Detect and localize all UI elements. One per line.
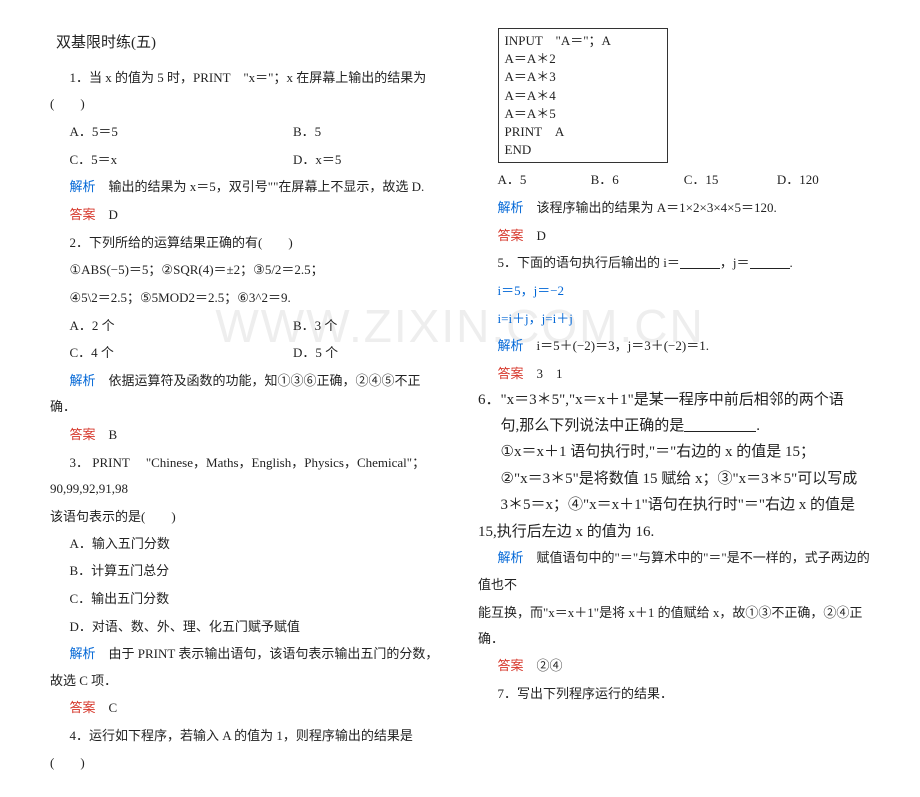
q1-stem: 1．当 x 的值为 5 时，PRINT "x＝"；x 在屏幕上输出的结果为( ) (50, 65, 442, 118)
answer-label: 答案 (498, 658, 524, 673)
q6-block: 6．"x＝3＊5","x＝x＋1"是某一程序中前后相邻的两个语 句,那么下列说法… (478, 388, 870, 545)
q2-opts-row2: C．4 个D．5 个 (50, 340, 442, 367)
q5-stem: 5．下面的语句执行后输出的 i＝ ，j＝. (478, 250, 870, 277)
q2-stem: 2．下列所给的运算结果正确的有( ) (50, 230, 442, 257)
q5-answer: 答案 3 1 (478, 361, 870, 388)
code-line: A＝A＊3 (505, 68, 661, 86)
explain-text: i＝5＋(−2)＝3，j＝3＋(−2)＝1. (524, 338, 709, 353)
opt: B．5 (293, 119, 321, 146)
q6-line4: ②"x＝3＊5"是将数值 15 赋给 x；③"x＝3＊5"可以写成 (478, 467, 870, 493)
page-title: 双基限时练(五) (50, 28, 442, 59)
q2-explain: 解析 依据运算符及函数的功能，知①③⑥正确，②④⑤不正确． (50, 368, 442, 421)
q5-text2: ，j＝ (720, 255, 750, 270)
q5-explain: 解析 i＝5＋(−2)＝3，j＝3＋(−2)＝1. (478, 333, 870, 360)
opt: B．6 (591, 167, 684, 194)
opt: A．5 (498, 167, 591, 194)
code-line: A＝A＊2 (505, 50, 661, 68)
q2-answer: 答案 B (50, 422, 442, 449)
opt: B．3 个 (293, 313, 337, 340)
q5-code2: i=i＋j，j=i＋j (478, 306, 870, 333)
q3-optB: B．计算五门总分 (50, 558, 442, 585)
q5-text3: . (790, 255, 793, 270)
explain-label: 解析 (70, 179, 96, 194)
explain-label: 解析 (498, 550, 524, 565)
left-column: 双基限时练(五) 1．当 x 的值为 5 时，PRINT "x＝"；x 在屏幕上… (50, 28, 442, 777)
q6-line6: 15,执行后左边 x 的值为 16. (478, 520, 870, 546)
q1-opts-row1: A．5＝5B．5 (50, 119, 442, 146)
answer-label: 答案 (498, 228, 524, 243)
q6-answer: 答案 ②④ (478, 653, 870, 680)
q6-line2: 句,那么下列说法中正确的是. (478, 414, 870, 440)
answer-label: 答案 (70, 427, 96, 442)
explain-text: 由于 PRINT 表示输出语句，该语句表示输出五门的分数，故选 C 项． (50, 646, 438, 688)
q7-stem: 7．写出下列程序运行的结果． (478, 681, 870, 708)
answer-label: 答案 (70, 207, 96, 222)
q3-answer: 答案 C (50, 695, 442, 722)
q3-explain: 解析 由于 PRINT 表示输出语句，该语句表示输出五门的分数，故选 C 项． (50, 641, 442, 694)
q3-line1: 3． PRINT "Chinese，Maths，English，Physics，… (50, 450, 442, 503)
answer-text: C (96, 700, 118, 715)
q3-line2: 该语句表示的是( ) (50, 504, 442, 531)
opt: A．2 个 (70, 313, 294, 340)
program-code-box: INPUT "A＝"；A A＝A＊2 A＝A＊3 A＝A＊4 A＝A＊5 PRI… (498, 28, 668, 163)
opt: D．x＝5 (293, 147, 341, 174)
q2-line1: ①ABS(−5)＝5；②SQR(4)＝±2；③5/2＝2.5； (50, 257, 442, 284)
opt: A．5＝5 (70, 119, 294, 146)
q2-opts-row1: A．2 个B．3 个 (50, 313, 442, 340)
answer-text: ②④ (524, 658, 563, 673)
q6-line1: 6．"x＝3＊5","x＝x＋1"是某一程序中前后相邻的两个语 (478, 388, 870, 414)
q4-opts: A．5 B．6 C．15 D．120 (478, 167, 870, 194)
q3-optA: A．输入五门分数 (50, 531, 442, 558)
explain-text: 输出的结果为 x＝5，双引号""在屏幕上不显示，故选 D. (96, 179, 425, 194)
opt: C．4 个 (70, 340, 294, 367)
answer-text: D (524, 228, 546, 243)
answer-label: 答案 (498, 366, 524, 381)
q5-text1: 5．下面的语句执行后输出的 i＝ (498, 255, 680, 270)
explain-label: 解析 (70, 373, 96, 388)
q1-explain: 解析 输出的结果为 x＝5，双引号""在屏幕上不显示，故选 D. (50, 174, 442, 201)
code-line: PRINT A (505, 123, 661, 141)
right-column: INPUT "A＝"；A A＝A＊2 A＝A＊3 A＝A＊4 A＝A＊5 PRI… (478, 28, 870, 777)
explain-text: 赋值语句中的"＝"与算术中的"＝"是不一样的，式子两边的值也不 (478, 550, 870, 592)
q6-explain2: 能互换，而"x＝x＋1"是将 x＋1 的值赋给 x，故①③不正确，②④正确． (478, 600, 870, 653)
opt: D．5 个 (293, 340, 338, 367)
code-line: END (505, 141, 661, 159)
blank (750, 256, 790, 269)
q4-answer: 答案 D (478, 223, 870, 250)
opt: D．120 (777, 167, 870, 194)
q6-explain1: 解析 赋值语句中的"＝"与算术中的"＝"是不一样的，式子两边的值也不 (478, 545, 870, 598)
explain-text: 该程序输出的结果为 A＝1×2×3×4×5＝120. (524, 200, 777, 215)
opt: C．5＝x (70, 147, 294, 174)
q3-optD: D．对语、数、外、理、化五门赋予赋值 (50, 614, 442, 641)
explain-label: 解析 (498, 200, 524, 215)
code-line: INPUT "A＝"；A (505, 32, 661, 50)
opt: C．15 (684, 167, 777, 194)
answer-label: 答案 (70, 700, 96, 715)
q1-opts-row2: C．5＝xD．x＝5 (50, 147, 442, 174)
q6-dot: . (756, 418, 760, 434)
code-line: A＝A＊4 (505, 87, 661, 105)
blank (684, 417, 756, 432)
q6-line3: ①x＝x＋1 语句执行时,"＝"右边的 x 的值是 15； (478, 440, 870, 466)
explain-label: 解析 (498, 338, 524, 353)
q1-answer: 答案 D (50, 202, 442, 229)
q4-explain: 解析 该程序输出的结果为 A＝1×2×3×4×5＝120. (478, 195, 870, 222)
q3-optC: C．输出五门分数 (50, 586, 442, 613)
answer-text: B (96, 427, 118, 442)
code-line: A＝A＊5 (505, 105, 661, 123)
q6-text: 句,那么下列说法中正确的是 (501, 418, 685, 434)
page-columns: 双基限时练(五) 1．当 x 的值为 5 时，PRINT "x＝"；x 在屏幕上… (0, 0, 920, 797)
answer-text: D (96, 207, 118, 222)
answer-text: 3 1 (524, 366, 563, 381)
explain-label: 解析 (70, 646, 96, 661)
explain-text: 依据运算符及函数的功能，知①③⑥正确，②④⑤不正确． (50, 373, 421, 415)
q6-line5: 3＊5＝x；④"x＝x＋1"语句在执行时"＝"右边 x 的值是 (478, 493, 870, 519)
blank (680, 256, 720, 269)
q2-line2: ④5\2＝2.5；⑤5MOD2＝2.5；⑥3^2＝9. (50, 285, 442, 312)
q5-code1: i＝5，j＝−2 (478, 278, 870, 305)
q4-stem: 4．运行如下程序，若输入 A 的值为 1，则程序输出的结果是( ) (50, 723, 442, 776)
